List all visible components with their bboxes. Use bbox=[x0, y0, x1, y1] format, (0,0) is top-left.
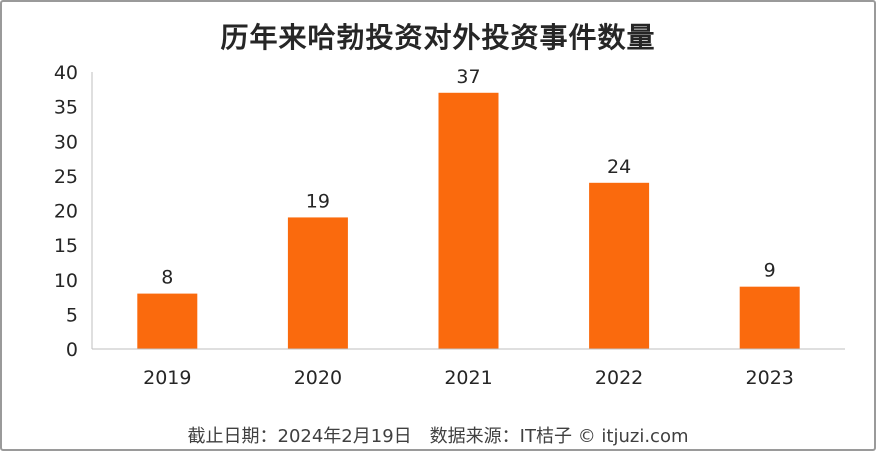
y-tick-label: 25 bbox=[54, 166, 78, 188]
x-tick-label-2019: 2019 bbox=[143, 367, 191, 389]
data-label-2021: 37 bbox=[456, 66, 480, 88]
bar-2021 bbox=[438, 92, 499, 350]
y-tick-label: 0 bbox=[66, 339, 78, 361]
bar-2023 bbox=[739, 286, 800, 349]
x-tick-label-2020: 2020 bbox=[294, 367, 342, 389]
x-axis: 2019 2020 2021 2022 2023 bbox=[92, 348, 845, 389]
footnote: 截止日期：2024年2月19日 数据来源：IT桔子 © itjuzi.com bbox=[187, 426, 689, 447]
y-axis: 0 5 10 15 20 25 30 35 40 bbox=[54, 62, 93, 361]
y-tick-label: 35 bbox=[54, 97, 78, 119]
data-label-2020: 19 bbox=[306, 190, 330, 212]
y-tick-label: 5 bbox=[66, 304, 78, 326]
y-tick-label: 10 bbox=[54, 270, 78, 292]
y-tick-label: 15 bbox=[54, 235, 78, 257]
bar-2020 bbox=[287, 217, 348, 349]
bars: 8 19 37 24 9 bbox=[137, 66, 800, 350]
y-tick-label: 30 bbox=[54, 131, 78, 153]
data-label-2023: 9 bbox=[764, 260, 776, 282]
x-tick-label-2021: 2021 bbox=[444, 367, 492, 389]
data-label-2022: 24 bbox=[607, 156, 631, 178]
data-label-2019: 8 bbox=[161, 267, 173, 289]
y-tick-label: 20 bbox=[54, 201, 78, 223]
x-tick-label-2023: 2023 bbox=[746, 367, 794, 389]
x-tick-label-2022: 2022 bbox=[595, 367, 643, 389]
bar-2019 bbox=[137, 293, 198, 349]
bar-2022 bbox=[589, 182, 650, 349]
chart-title: 历年来哈勃投资对外投资事件数量 bbox=[220, 21, 656, 54]
y-tick-label: 40 bbox=[54, 62, 78, 84]
